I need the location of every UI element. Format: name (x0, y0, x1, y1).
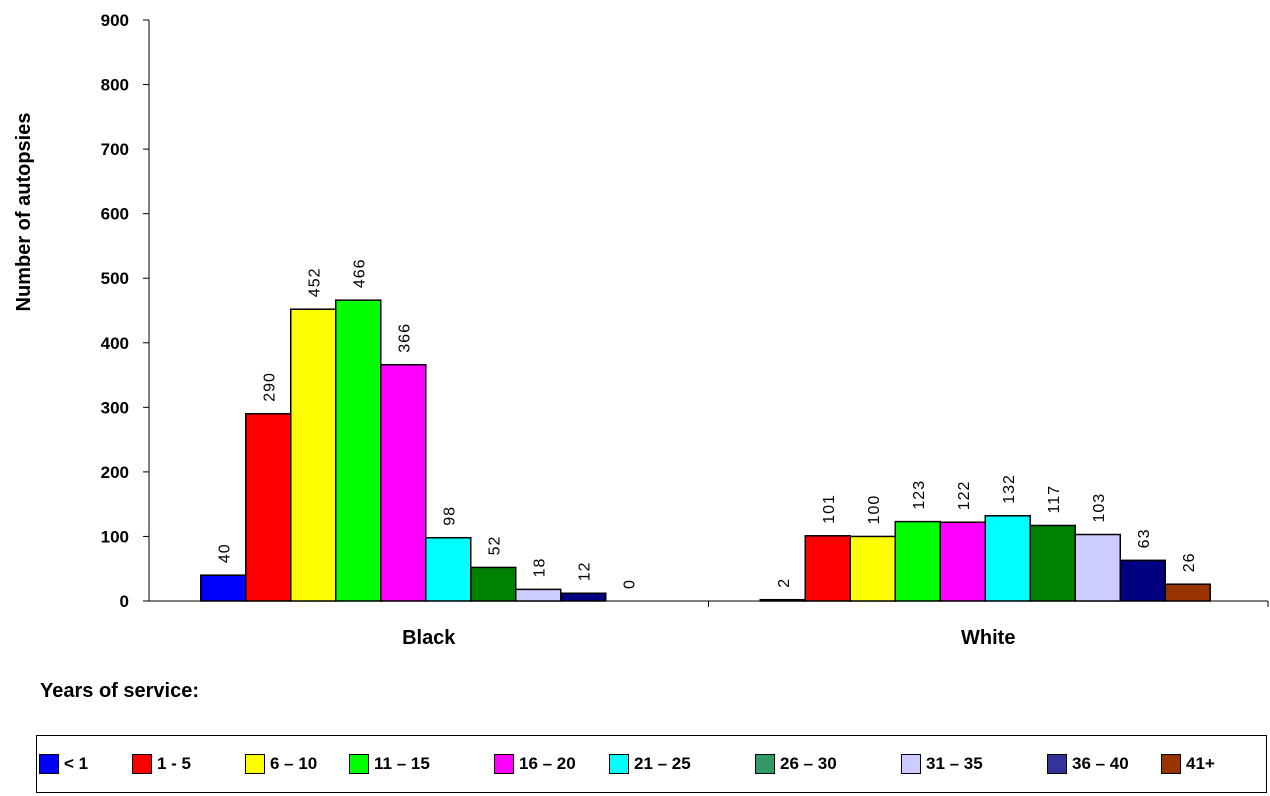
y-tick-label: 100 (101, 527, 129, 546)
legend-title: Years of service: (40, 680, 199, 702)
legend-swatch (132, 754, 152, 774)
data-label: 117 (1046, 485, 1063, 514)
legend-swatch (1161, 754, 1181, 774)
y-tick-label: 400 (101, 334, 129, 353)
bar (470, 566, 517, 602)
legend-item: 11 – 15 (349, 754, 430, 774)
legend-swatch (494, 754, 514, 774)
bar (1074, 533, 1121, 602)
y-tick-label: 500 (101, 269, 129, 288)
legend-item: 26 – 30 (755, 754, 837, 774)
y-tick-label: 800 (101, 76, 129, 95)
bar (245, 413, 292, 602)
data-label: 12 (576, 561, 593, 581)
bar (759, 598, 806, 602)
data-label: 26 (1181, 552, 1198, 572)
bar (1119, 559, 1166, 602)
data-label: 132 (1001, 474, 1018, 504)
legend-item: 6 – 10 (245, 754, 317, 774)
legend-label: 21 – 25 (634, 754, 691, 773)
legend-item: 16 – 20 (494, 754, 576, 774)
legend-swatch (39, 754, 59, 774)
y-tick-label: 600 (101, 205, 129, 224)
x-category-label: White (961, 627, 1015, 649)
legend-item: 41+ (1161, 754, 1215, 774)
data-label: 452 (306, 268, 323, 298)
legend-swatch (901, 754, 921, 774)
legend-label: 31 – 35 (926, 754, 983, 773)
bar (894, 520, 941, 602)
bar (335, 299, 382, 602)
data-label: 0 (621, 579, 638, 589)
legend-swatch (245, 754, 265, 774)
y-axis-title: Number of autopsies (13, 113, 35, 312)
bar (984, 515, 1031, 602)
bar (200, 574, 247, 602)
data-label: 52 (486, 536, 503, 556)
legend-item: < 1 (39, 754, 88, 774)
bar (1164, 583, 1211, 602)
legend-label: 6 – 10 (270, 754, 318, 773)
data-label: 122 (956, 481, 973, 511)
legend-label: 16 – 20 (519, 754, 576, 773)
data-label: 366 (396, 323, 413, 353)
legend: < 1 1 - 5 6 – 10 11 – 15 16 – 20 21 – 25 26 – … (36, 735, 1267, 793)
bar (1029, 524, 1076, 602)
legend-label: < 1 (64, 754, 89, 773)
data-label: 2 (776, 578, 793, 588)
bar (804, 535, 851, 602)
y-tick-label: 900 (101, 11, 129, 30)
data-label: 290 (261, 372, 278, 402)
legend-item: 36 – 40 (1047, 754, 1129, 774)
legend-label: 11 – 15 (374, 754, 430, 773)
bar (425, 536, 472, 602)
legend-swatch (349, 754, 369, 774)
x-axis: Black White (149, 600, 1269, 649)
legend-item: 31 – 35 (901, 754, 983, 774)
bar (939, 521, 986, 602)
data-label: 123 (911, 480, 928, 510)
y-tick-label: 0 (120, 592, 129, 611)
legend-label: 26 – 30 (780, 754, 837, 773)
legend-swatch (755, 754, 775, 774)
legend-swatch (1047, 754, 1067, 774)
bar (290, 308, 337, 602)
bar (515, 588, 562, 602)
data-label: 98 (441, 506, 458, 526)
legend-label: 1 - 5 (157, 754, 192, 773)
legend-swatch (609, 754, 629, 774)
data-label: 40 (216, 543, 233, 563)
legend-item: 21 – 25 (609, 754, 691, 774)
y-tick-label: 200 (101, 463, 129, 482)
data-label: 101 (821, 494, 838, 524)
bar (560, 592, 607, 602)
y-axis: 0 100 200 300 400 500 600 700 800 900 (101, 11, 150, 611)
y-tick-label: 700 (101, 140, 129, 159)
x-category-label: Black (402, 627, 456, 649)
legend-item: 1 - 5 (132, 754, 191, 774)
y-tick-label: 300 (101, 398, 129, 417)
bars (200, 299, 1211, 602)
legend-label: 36 – 40 (1072, 754, 1129, 773)
data-label: 103 (1091, 493, 1108, 523)
bar (849, 535, 896, 602)
legend-label: 41+ (1186, 754, 1215, 773)
data-label: 63 (1136, 529, 1153, 549)
data-label: 18 (531, 558, 548, 578)
data-label: 100 (866, 495, 883, 525)
data-label: 466 (351, 258, 368, 288)
bar (380, 363, 427, 602)
data-labels: 40 290 452 466 366 98 52 18 12 0 2 101 100 123 122 132 1… (216, 258, 1198, 589)
